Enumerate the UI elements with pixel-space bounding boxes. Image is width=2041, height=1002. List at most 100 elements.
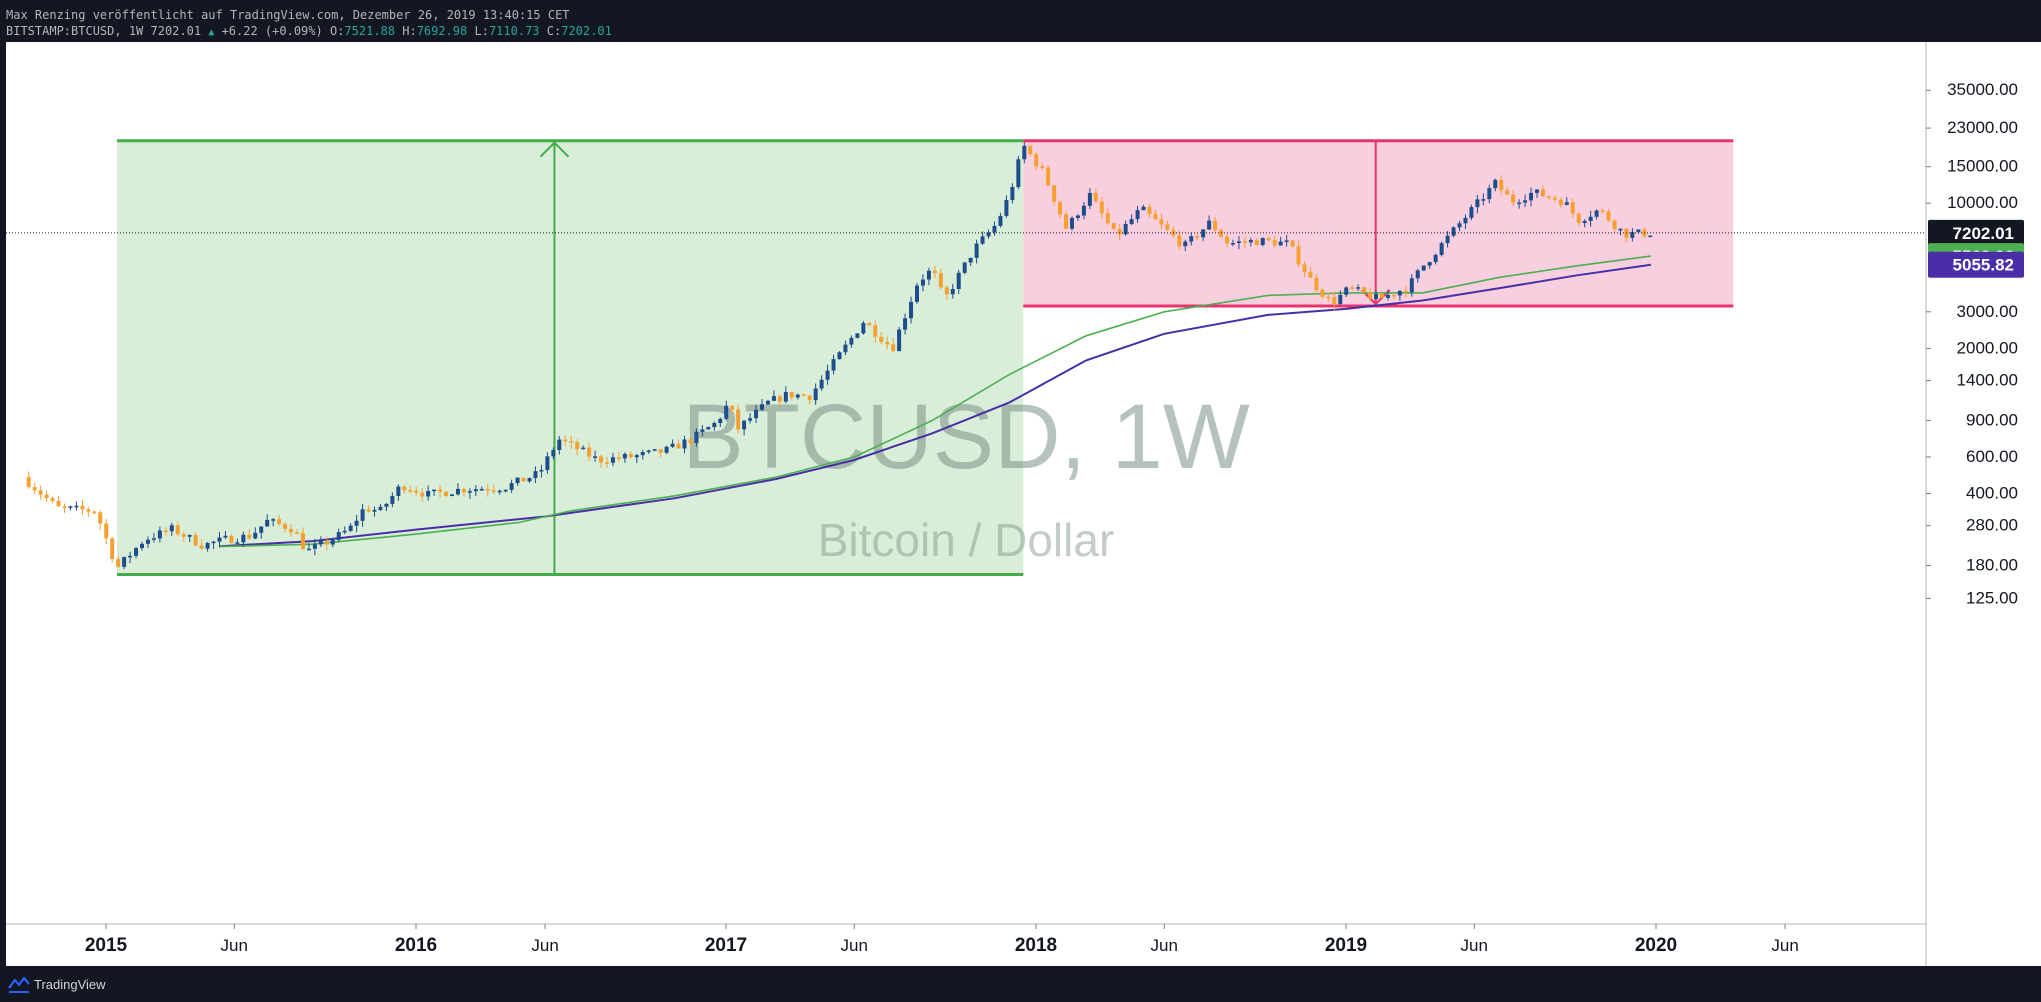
candle-body-109 (676, 443, 681, 449)
candle-body-118 (730, 405, 735, 410)
candle-body-154 (944, 287, 949, 295)
candle-body-160 (980, 236, 985, 244)
candle-body-162 (992, 225, 997, 233)
candle-body-11 (92, 511, 97, 514)
candle-body-239 (1451, 227, 1456, 236)
candle-body-264 (1600, 210, 1605, 212)
candle-body-235 (1427, 262, 1432, 266)
y-tick-label-8: 600.00 (1966, 447, 2018, 466)
low-value: 7110.73 (488, 24, 540, 38)
symbol-info: BITSTAMP:BTCUSD, 1W 7202.01 (6, 24, 202, 38)
time-axis[interactable] (6, 924, 1926, 966)
candle-body-212 (1290, 240, 1295, 247)
y-tick-label-9: 400.00 (1966, 484, 2018, 503)
candle-body-272 (1648, 235, 1653, 238)
candle-body-252 (1529, 192, 1534, 201)
candle-body-28 (193, 535, 198, 546)
candle-body-57 (366, 509, 371, 512)
candle-body-269 (1630, 232, 1635, 238)
candle-body-225 (1368, 292, 1373, 299)
candle-body-254 (1540, 189, 1545, 197)
candle-body-245 (1487, 188, 1492, 200)
low-label: L: (474, 24, 489, 38)
candle-body-246 (1493, 179, 1498, 189)
candle-body-201 (1224, 236, 1229, 244)
candle-body-22 (157, 530, 162, 539)
candle-body-96 (599, 456, 604, 463)
candle-body-228 (1385, 294, 1390, 298)
x-tick-label-7: Jun (1151, 936, 1178, 955)
candle-body-9 (80, 505, 85, 510)
y-tick-label-4: 3000.00 (1957, 302, 2018, 321)
candle-body-216 (1314, 277, 1319, 290)
tradingview-logo-icon[interactable] (8, 975, 30, 993)
candle-body-135 (831, 359, 836, 371)
candle-body-263 (1594, 210, 1599, 217)
candle-body-207 (1260, 238, 1265, 245)
y-tick-label-2: 15000.00 (1947, 157, 2018, 176)
price-axis[interactable] (1926, 42, 2041, 924)
candle-body-147 (903, 318, 908, 330)
candle-body-267 (1618, 228, 1623, 231)
candle-body-95 (593, 456, 598, 458)
candle-body-227 (1379, 293, 1384, 298)
candle-body-253 (1534, 189, 1539, 193)
close-value: 7202.01 (561, 24, 612, 38)
candle-body-16 (122, 557, 127, 567)
candle-body-229 (1391, 294, 1396, 297)
candle-body-240 (1457, 223, 1462, 228)
candle-body-210 (1278, 241, 1283, 246)
candle-body-26 (181, 534, 186, 537)
candle-body-82 (515, 477, 520, 484)
candle-body-223 (1356, 287, 1361, 289)
candle-body-129 (795, 394, 800, 398)
candle-body-27 (187, 535, 192, 537)
candle-body-196 (1195, 236, 1200, 238)
candle-body-91 (569, 441, 574, 443)
x-tick-label-1: Jun (221, 936, 248, 955)
candle-body-141 (867, 322, 872, 326)
candle-body-43 (283, 523, 288, 529)
candle-body-128 (789, 392, 794, 398)
candle-body-14 (110, 538, 115, 560)
candle-body-156 (956, 272, 961, 289)
price-label-text-0: 7202.01 (1953, 224, 2014, 243)
footer-brand[interactable]: TradingView (34, 977, 106, 992)
y-tick-label-10: 280.00 (1966, 516, 2018, 535)
candle-body-234 (1421, 265, 1426, 271)
candle-body-213 (1296, 246, 1301, 265)
candle-body-61 (390, 495, 395, 504)
candle-body-2 (38, 490, 43, 495)
candle-body-218 (1326, 296, 1331, 299)
candle-body-45 (294, 532, 299, 534)
candle-body-177 (1081, 205, 1086, 216)
candle-body-78 (491, 490, 496, 492)
candle-body-163 (998, 215, 1003, 226)
candle-body-108 (670, 443, 675, 447)
candle-body-237 (1439, 243, 1444, 255)
candle-body-62 (396, 486, 401, 496)
candle-body-226 (1374, 293, 1379, 299)
y-tick-label-1: 23000.00 (1947, 118, 2018, 137)
y-tick-label-5: 2000.00 (1957, 338, 2018, 357)
candle-body-1 (32, 487, 37, 491)
candle-body-244 (1481, 199, 1486, 201)
candle-body-25 (175, 525, 180, 535)
candle-body-19 (139, 543, 144, 549)
candle-body-53 (342, 530, 347, 533)
annotations-layer[interactable] (117, 139, 1734, 576)
candle-body-117 (724, 405, 729, 419)
candle-body-70 (444, 491, 449, 497)
price-label-box-0 (1928, 219, 2024, 246)
close-label: C: (546, 24, 562, 38)
price-label-box-2 (1928, 251, 2024, 278)
x-tick-label-3: Jun (531, 936, 558, 955)
candle-body-167 (1022, 145, 1027, 160)
candle-body-157 (962, 262, 967, 273)
candle-body-106 (658, 449, 663, 453)
candle-body-214 (1302, 264, 1307, 272)
price-labels: 7202.015562.265055.82 (1928, 219, 2024, 278)
candle-body-31 (211, 541, 216, 544)
candle-body-55 (354, 520, 359, 526)
